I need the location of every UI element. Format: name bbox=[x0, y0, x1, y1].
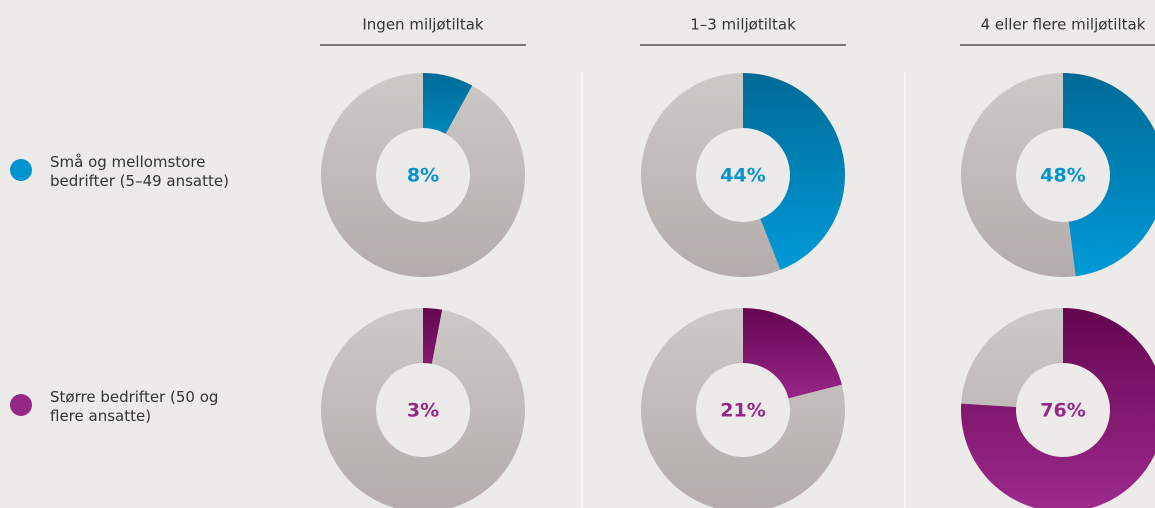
donut-hole bbox=[1016, 128, 1110, 222]
column-title: 1–3 miljøtiltak bbox=[690, 16, 796, 34]
value-label: 3% bbox=[407, 400, 439, 422]
value-label: 76% bbox=[1040, 400, 1085, 422]
donut-hole bbox=[696, 128, 790, 222]
value-label: 8% bbox=[407, 165, 439, 187]
value-label: 48% bbox=[1040, 165, 1085, 187]
legend-label: Større bedrifter (50 og flere ansatte) bbox=[50, 388, 219, 425]
donut-slice bbox=[743, 73, 845, 270]
donut-hole bbox=[376, 363, 470, 457]
value-label: 21% bbox=[720, 400, 765, 422]
value-label: 44% bbox=[720, 165, 765, 187]
column-title: 4 eller flere miljøtiltak bbox=[981, 16, 1146, 34]
donut-hole bbox=[376, 128, 470, 222]
donut-slice bbox=[961, 308, 1155, 508]
legend-dot bbox=[10, 159, 32, 181]
column-title: Ingen miljøtiltak bbox=[362, 16, 484, 34]
legend-dot bbox=[10, 394, 32, 416]
donut-hole bbox=[696, 363, 790, 457]
legend-label: Små og mellomstore bedrifter (5–49 ansat… bbox=[50, 153, 229, 190]
donut-hole bbox=[1016, 363, 1110, 457]
